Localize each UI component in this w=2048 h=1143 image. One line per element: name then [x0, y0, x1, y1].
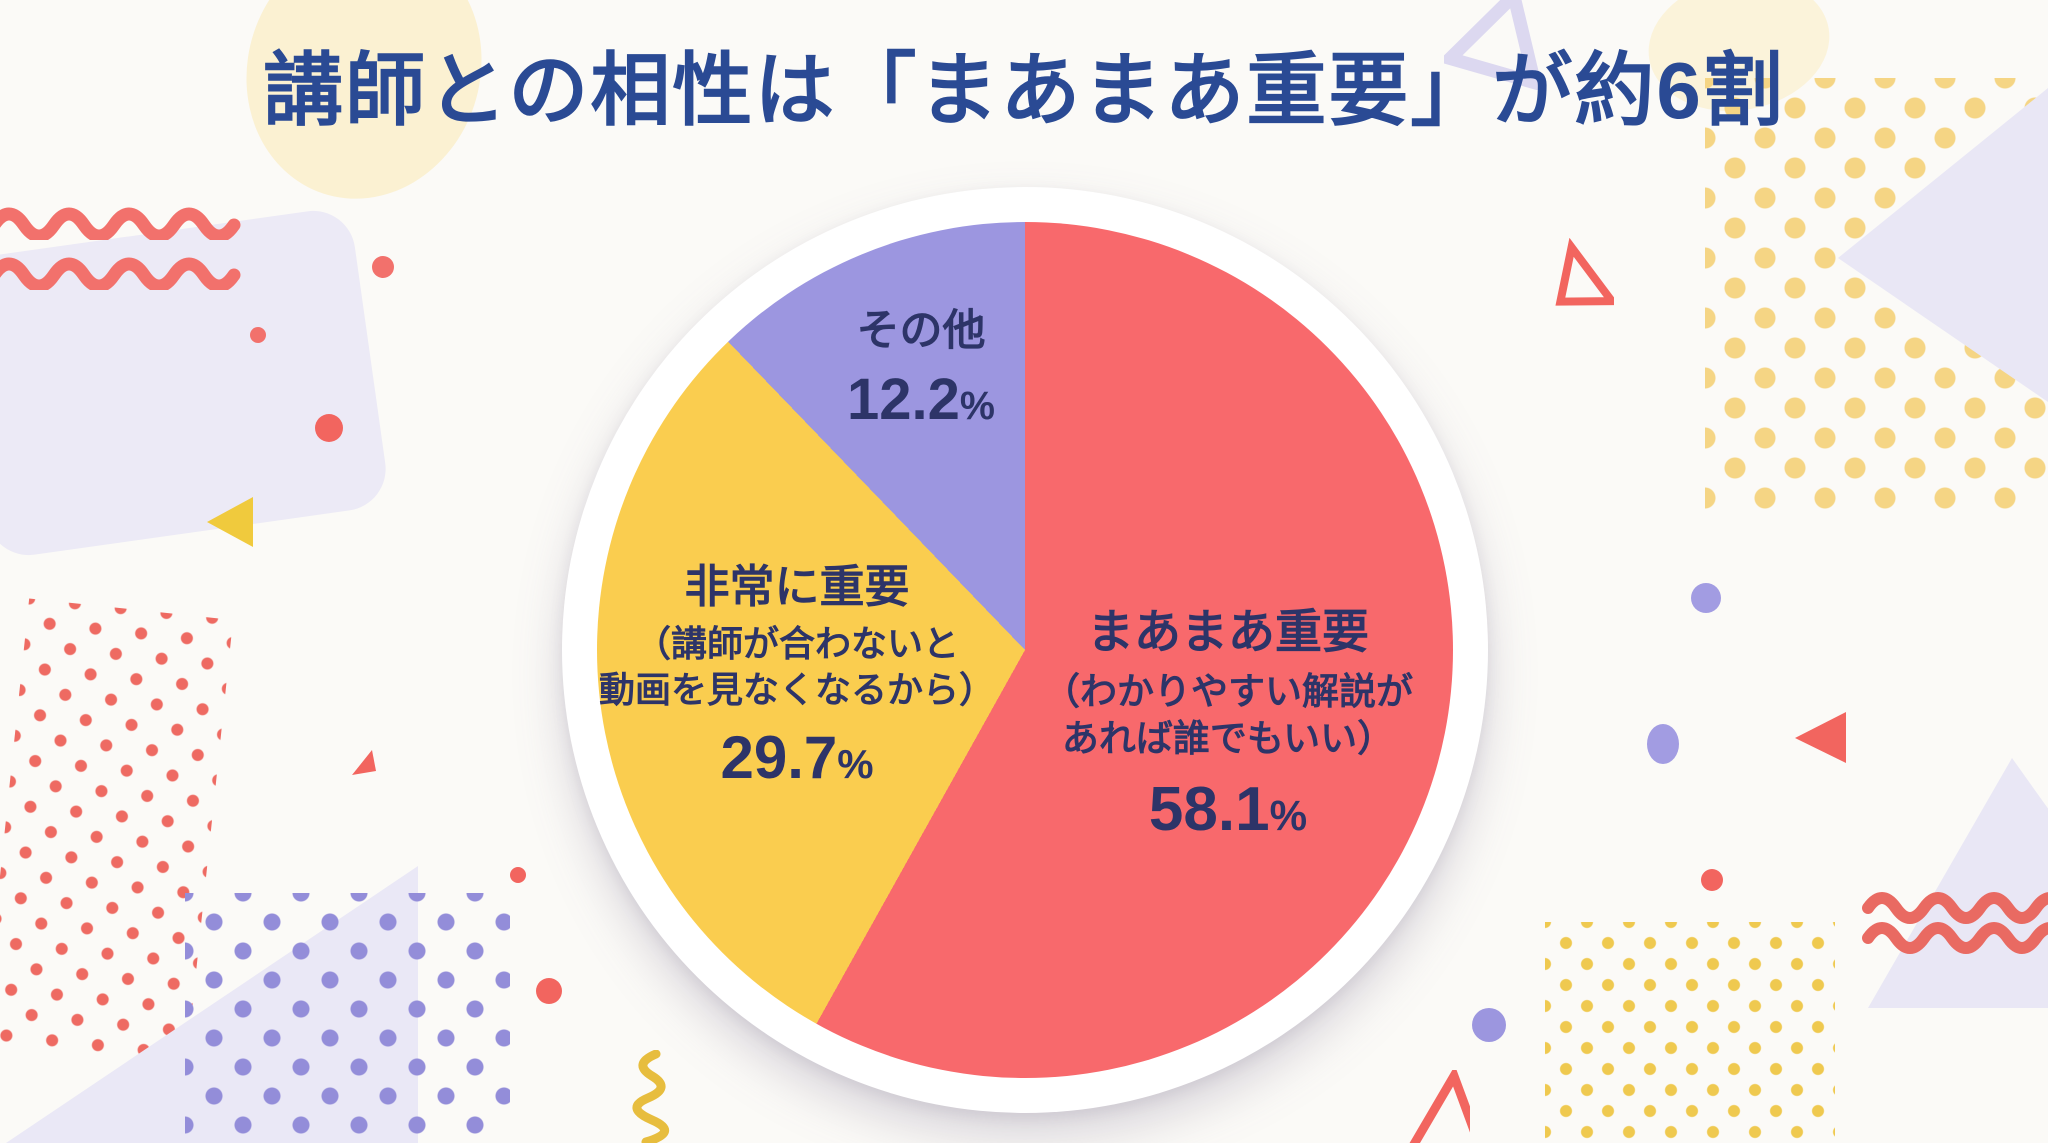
red-dot	[250, 327, 266, 343]
red-dot	[536, 978, 562, 1004]
yellow-triangle-icon	[207, 497, 253, 547]
red-dot	[372, 256, 394, 278]
yellow-dot-grid	[1545, 922, 1835, 1143]
slice-label-sonota: その他 12.2%	[771, 296, 1071, 433]
red-triangle-outline-icon	[1555, 238, 1614, 306]
lavender-triangle-shape	[1868, 758, 2048, 1008]
purple-dot	[1647, 724, 1679, 764]
red-squiggle-icon	[1862, 922, 2048, 954]
slice-label-maamaa: まあまあ重要 （わかりやすい解説が あれば誰でもいい） 58.1%	[1003, 593, 1453, 845]
page-title: 講師との相性は「まあまあ重要」が約6割	[263, 46, 1785, 135]
lavender-triangle-outline-icon	[1444, 0, 1544, 90]
purple-dot	[1472, 1008, 1506, 1042]
purple-dot	[1691, 583, 1721, 613]
slice-name: その他	[856, 307, 986, 355]
red-dot	[1701, 869, 1723, 891]
pie-chart	[597, 222, 1453, 1078]
slice-label-hijouni: 非常に重要 （講師が合わないと 動画を見なくなるから） 29.7%	[572, 550, 1022, 792]
slice-name: まあまあ重要	[1087, 605, 1369, 658]
red-squiggle-icon	[1862, 892, 2048, 924]
slice-percent: 29.7%	[720, 724, 874, 791]
red-triangle-outline-icon	[1409, 1070, 1470, 1143]
red-squiggle-icon	[0, 257, 241, 290]
slice-sublabel: 動画を見なくなるから）	[598, 669, 995, 710]
slice-percent: 12.2%	[847, 367, 995, 432]
slice-sublabel: （講師が合わないと	[634, 623, 959, 664]
red-dot	[510, 867, 526, 883]
lavender-triangle-shape	[1838, 88, 2048, 402]
red-dot	[315, 414, 343, 442]
slice-sublabel: あれば誰でもいい）	[1061, 718, 1395, 759]
slice-percent: 58.1%	[1148, 775, 1308, 844]
yellow-squiggle-icon	[632, 1050, 669, 1143]
slice-sublabel: （わかりやすい解説が	[1043, 671, 1413, 712]
red-squiggle-icon	[0, 207, 241, 240]
red-triangle-icon	[1795, 712, 1846, 763]
red-triangle-icon	[352, 750, 376, 775]
purple-dot-grid	[185, 893, 510, 1143]
slice-name: 非常に重要	[684, 561, 910, 612]
